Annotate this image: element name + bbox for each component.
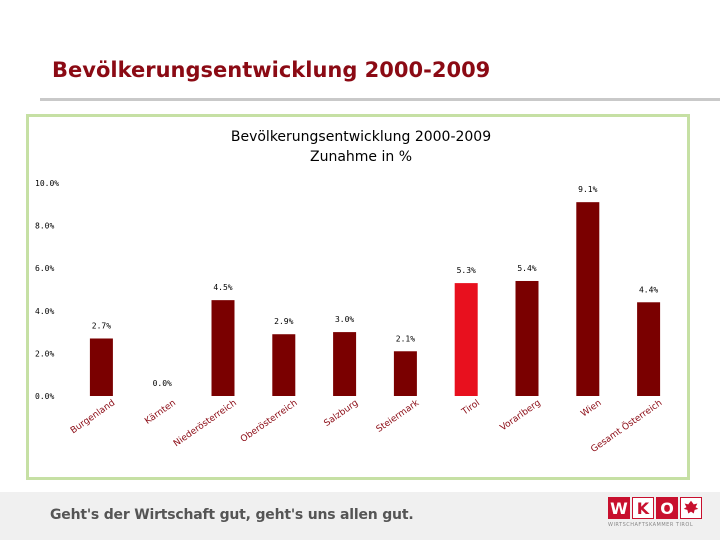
category-label: Wien — [579, 398, 603, 419]
category-label: Steiermark — [375, 398, 422, 435]
y-tick-label: 4.0% — [35, 307, 54, 316]
logo-letter-w: W — [608, 497, 630, 519]
bar-3 — [272, 334, 296, 396]
footer-band — [0, 492, 720, 540]
bar-6 — [454, 283, 478, 396]
category-label: Kärnten — [143, 398, 178, 426]
chart-frame: Bevölkerungsentwicklung 2000-2009 Zunahm… — [26, 114, 690, 480]
category-label: Niederösterreich — [172, 398, 239, 449]
data-label: 4.5% — [213, 283, 232, 292]
data-label: 5.4% — [517, 264, 536, 273]
category-label: Vorarlberg — [499, 398, 543, 433]
y-tick-label: 6.0% — [35, 264, 54, 273]
data-label: 3.0% — [335, 315, 354, 324]
logo-letter-k: K — [632, 497, 654, 519]
bar-chart: Bevölkerungsentwicklung 2000-2009 Zunahm… — [35, 129, 664, 455]
category-label: Salzburg — [323, 398, 361, 429]
y-tick-label: 0.0% — [35, 392, 54, 401]
data-label: 2.9% — [274, 317, 293, 326]
bar-8 — [576, 202, 600, 396]
slide-title: Bevölkerungsentwicklung 2000-2009 — [52, 58, 491, 82]
wko-logo: W K O — [608, 497, 702, 521]
title-divider — [40, 98, 720, 101]
bar-9 — [637, 302, 661, 396]
category-label: Oberösterreich — [239, 398, 299, 445]
category-label: Burgenland — [69, 398, 117, 436]
bar-4 — [333, 332, 357, 396]
logo-letter-o: O — [656, 497, 678, 519]
y-tick-label: 2.0% — [35, 349, 54, 358]
eagle-icon — [680, 497, 702, 519]
bar-5 — [393, 351, 417, 396]
data-label: 9.1% — [578, 185, 597, 194]
footer-slogan: Geht's der Wirtschaft gut, geht's uns al… — [50, 507, 414, 523]
category-label: Tirol — [460, 398, 482, 418]
data-label: 0.0% — [153, 379, 172, 388]
data-label: 5.3% — [457, 266, 476, 275]
chart-subtitle: Zunahme in % — [310, 149, 412, 165]
chart-title: Bevölkerungsentwicklung 2000-2009 — [231, 129, 491, 145]
logo-subtitle: WIRTSCHAFTSKAMMER TIROL — [608, 522, 694, 528]
y-tick-label: 8.0% — [35, 222, 54, 231]
bar-0 — [89, 338, 113, 396]
y-tick-label: 10.0% — [35, 179, 59, 188]
data-label: 4.4% — [639, 285, 658, 294]
bar-7 — [515, 280, 539, 396]
bar-2 — [211, 300, 235, 396]
data-label: 2.1% — [396, 334, 415, 343]
data-label: 2.7% — [92, 321, 111, 330]
